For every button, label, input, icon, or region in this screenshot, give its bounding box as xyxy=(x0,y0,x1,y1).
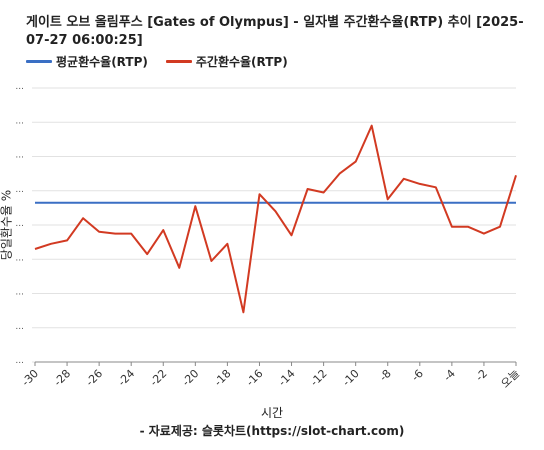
legend-swatch-average xyxy=(26,59,52,63)
x-tick-label: -24 xyxy=(115,367,137,389)
data-credit: - 자료제공: 슬롯차트(https://slot-chart.com) xyxy=(139,424,405,438)
x-tick-label: -16 xyxy=(244,367,266,389)
series-line-1 xyxy=(34,124,517,314)
y-axis-label-wrap: 당일환수율 % xyxy=(0,190,14,260)
x-tick-label: -18 xyxy=(212,367,234,389)
legend-label-average: 평균환수율(RTP) xyxy=(56,54,148,69)
legend-swatch-weekly xyxy=(165,59,192,63)
x-tick-label: -2 xyxy=(473,367,490,384)
x-tick-label: -10 xyxy=(340,367,362,389)
legend-label-weekly: 주간환수율(RTP) xyxy=(195,54,288,69)
x-tick-label: -26 xyxy=(83,367,105,389)
x-tick-label: -4 xyxy=(441,367,458,384)
y-tick-label: ... xyxy=(15,356,24,366)
chart-title: 게이트 오브 올림푸스 [Gates of Olympus] - 일자별 주간환… xyxy=(26,15,524,48)
y-tick-label: ... xyxy=(15,288,24,298)
chart-legend: 평균환수율(RTP) 주간환수율(RTP) xyxy=(26,52,288,70)
x-tick-label: 오늘 xyxy=(499,367,523,391)
legend-item-weekly[interactable]: 주간환수율(RTP) xyxy=(165,53,288,70)
x-tick-label: -20 xyxy=(180,367,202,389)
x-tick-label: -14 xyxy=(276,367,298,389)
y-tick-label: ... xyxy=(15,253,24,263)
y-tick-label: ... xyxy=(15,219,24,229)
x-tick-label: -12 xyxy=(308,367,330,389)
x-tick-label: -8 xyxy=(377,367,394,384)
y-axis-label: 당일환수율 % xyxy=(0,189,14,261)
y-tick-label: ... xyxy=(15,151,24,161)
x-tick-label: -28 xyxy=(51,367,73,389)
y-tick-label: ... xyxy=(15,116,24,126)
x-tick-label: -30 xyxy=(19,367,41,389)
x-tick-label: -6 xyxy=(409,367,426,384)
x-tick-label: -22 xyxy=(147,367,169,389)
y-tick-label: ... xyxy=(15,322,24,332)
legend-item-average[interactable]: 평균환수율(RTP) xyxy=(26,53,148,70)
x-axis-label: 시간 xyxy=(260,406,284,420)
y-tick-label: ... xyxy=(15,82,24,92)
y-tick-label: ... xyxy=(15,185,24,195)
